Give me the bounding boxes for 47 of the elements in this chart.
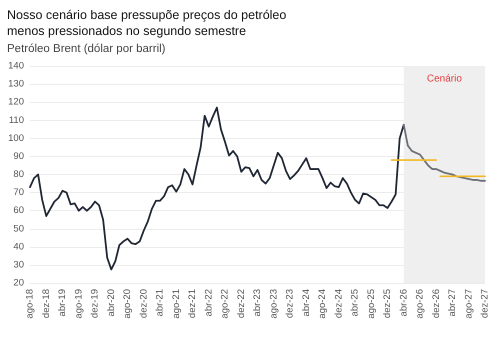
x-tick-label: dez-27 — [480, 289, 490, 318]
band-label: Cenário — [426, 74, 462, 84]
x-tick-label: ago-18 — [24, 289, 36, 319]
y-tick-label: 50 — [13, 223, 24, 234]
x-tick-label: dez-23 — [284, 289, 296, 318]
x-tick-label: abr-21 — [154, 289, 166, 316]
x-tick-label: dez-20 — [138, 289, 150, 318]
y-tick-label: 110 — [8, 114, 24, 126]
x-tick-label: dez-26 — [430, 289, 442, 318]
y-tick-label: 120 — [8, 96, 24, 108]
y-tick-label: 100 — [8, 132, 24, 144]
x-tick-label: dez-24 — [333, 289, 344, 318]
x-tick-label: dez-22 — [236, 289, 247, 318]
x-tick-label: ago-23 — [268, 289, 280, 319]
x-tick-label: abr-24 — [300, 289, 312, 316]
x-tick-label: ago-24 — [317, 289, 328, 319]
x-tick-label: abr-25 — [350, 289, 360, 316]
x-tick-label: abr-27 — [447, 289, 458, 316]
chart-title: Nosso cenário base pressupõe preços do petróleo menos pressionados no segundo semestre — [7, 8, 290, 38]
line-series — [29, 106, 405, 270]
x-tick-label: dez-25 — [382, 289, 393, 318]
x-tick-label: ago-26 — [414, 289, 426, 319]
y-tick-label: 70 — [13, 187, 24, 198]
x-tick-label: ago-20 — [122, 289, 133, 319]
x-tick-label: abr-26 — [398, 289, 410, 316]
y-tick-label: 80 — [13, 169, 24, 180]
y-tick-label: 130 — [8, 78, 24, 90]
y-tick-label: 60 — [13, 205, 24, 216]
y-tick-label: 20 — [13, 278, 24, 288]
x-tick-label: abr-19 — [57, 289, 68, 316]
x-tick-label: ago-22 — [220, 289, 230, 319]
x-tick-label: ago-27 — [463, 289, 474, 319]
x-tick-label: dez-19 — [90, 289, 100, 318]
y-tick-label: 30 — [13, 259, 24, 270]
x-tick-label: ago-19 — [73, 289, 84, 319]
y-tick-label: 40 — [13, 241, 24, 252]
x-tick-label: ago-21 — [170, 289, 182, 319]
x-tick-label: dez-18 — [40, 289, 52, 318]
y-tick-label: 90 — [13, 150, 24, 162]
x-tick-label: abr-20 — [106, 289, 117, 316]
chart-subtitle: Petróleo Brent (dólar por barril) — [7, 43, 166, 55]
x-tick-label: abr-23 — [252, 289, 263, 316]
x-tick-label: dez-21 — [187, 289, 198, 318]
x-tick-label: abr-22 — [203, 289, 214, 316]
y-tick-label: 140 — [8, 60, 24, 72]
line-series — [402, 124, 486, 182]
x-tick-label: ago-25 — [366, 289, 377, 319]
